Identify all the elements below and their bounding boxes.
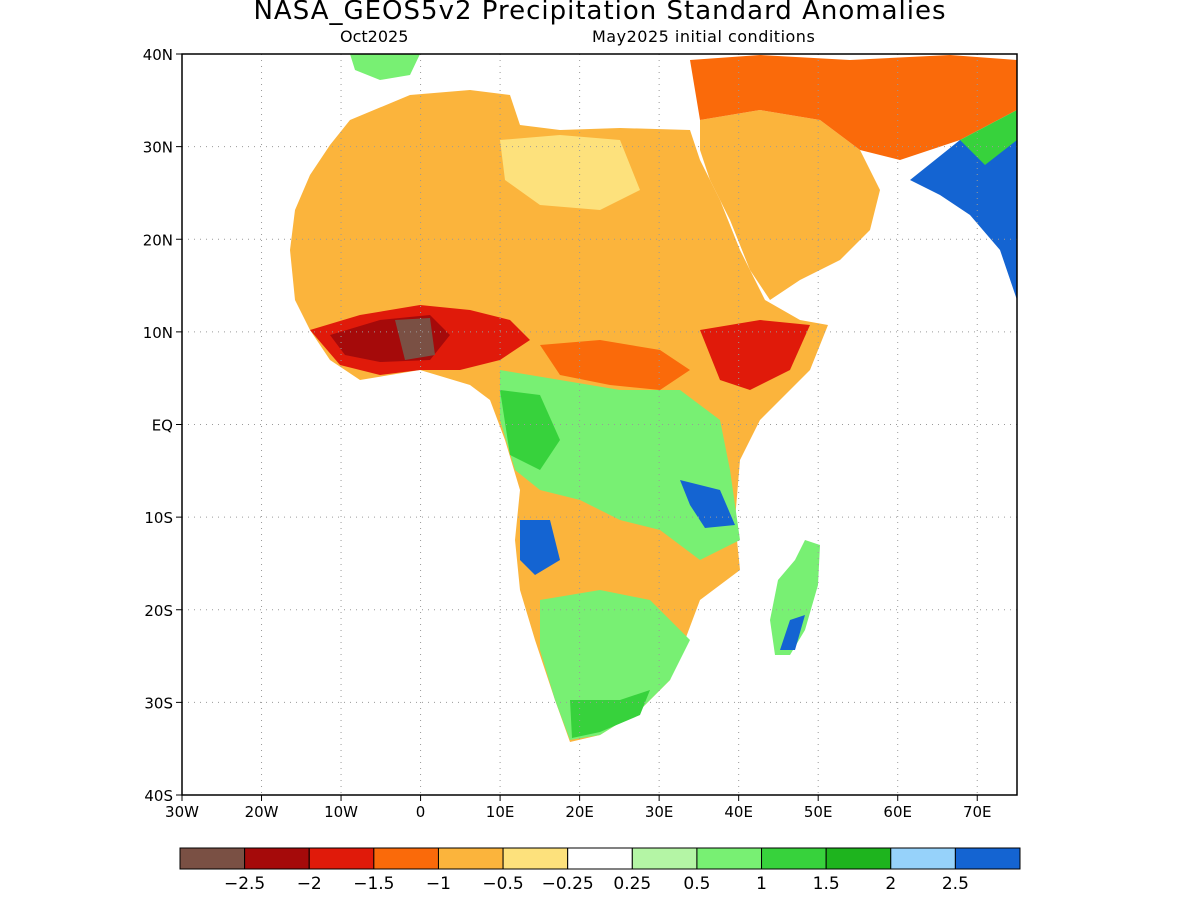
colorbar-swatch [696, 847, 763, 870]
colorbar-label: −0.5 [482, 874, 523, 894]
forecast-month: Oct2025 [340, 27, 409, 46]
y-tick-label: 10S [144, 509, 173, 527]
x-tick-label: 50E [804, 803, 833, 821]
colorbar: −2.5 −2 −1.5 −1 −0.5 −0.25 0.25 0.5 1 1.5 2 2.5 [179, 847, 1021, 894]
colorbar-swatch [373, 847, 439, 870]
colorbar-swatch [954, 847, 1021, 870]
y-tick-label: 40S [144, 787, 173, 805]
colorbar-swatch [825, 847, 892, 870]
mideast-land [690, 55, 1017, 160]
x-tick-label: 10E [486, 803, 515, 821]
central-red [540, 340, 690, 390]
x-tick-label: 60E [883, 803, 912, 821]
x-tick-label: 70E [963, 803, 992, 821]
colorbar-label: −0.25 [542, 874, 594, 894]
x-tick-label: 30E [645, 803, 674, 821]
y-tick-label: 30S [144, 694, 173, 712]
tanzania-blue [680, 480, 735, 528]
horn-red [700, 320, 810, 390]
y-axis: 40N 30N 20N 10N EQ 10S 20S 30S 40S [143, 46, 182, 805]
y-tick-label: 10N [143, 324, 173, 342]
x-tick-label: 10W [324, 803, 358, 821]
colorbar-label: 2.5 [942, 874, 969, 894]
colorbar-swatch [567, 847, 633, 870]
x-tick-label: 0 [416, 803, 426, 821]
y-tick-label: 30N [143, 139, 173, 157]
y-tick-label: 40N [143, 46, 173, 64]
india-green [960, 110, 1017, 165]
colorbar-swatch [761, 847, 827, 870]
colorbar-label: −2.5 [224, 874, 265, 894]
colorbar-swatch [890, 847, 956, 870]
x-tick-label: 20W [245, 803, 279, 821]
colorbar-swatch [308, 847, 375, 870]
x-axis: 30W 20W 10W 0 10E 20E 30E 40E 50E 60E 70E [165, 795, 992, 821]
arabia-land [700, 110, 880, 300]
x-tick-label: 40E [724, 803, 753, 821]
x-tick-label: 30W [165, 803, 199, 821]
y-tick-label: EQ [152, 417, 173, 435]
ghana-dark [395, 318, 435, 360]
chart-title: NASA_GEOS5v2 Precipitation Standard Anom… [253, 0, 947, 26]
central-green2 [500, 390, 560, 470]
colorbar-label: 0.5 [683, 874, 710, 894]
initial-conditions: May2025 initial conditions [592, 27, 816, 46]
map-area [290, 54, 1017, 742]
colorbar-label: 1.5 [813, 874, 840, 894]
colorbar-swatch [179, 847, 246, 870]
colorbar-label: 0.25 [613, 874, 651, 894]
colorbar-label: −1.5 [353, 874, 394, 894]
x-tick-label: 20E [565, 803, 594, 821]
y-tick-label: 20S [144, 602, 173, 620]
colorbar-swatch [437, 847, 504, 870]
angola-blue [520, 520, 560, 575]
colorbar-swatch [244, 847, 310, 870]
colorbar-label: 1 [756, 874, 767, 894]
sahara-yellow [500, 135, 640, 210]
colorbar-label: −1 [426, 874, 451, 894]
central-green [500, 370, 740, 560]
colorbar-label: 2 [885, 874, 896, 894]
india-land [910, 120, 1017, 300]
madagascar-blue [780, 615, 805, 650]
colorbar-swatch [631, 847, 698, 870]
colorbar-swatch [502, 847, 569, 870]
colorbar-label: −2 [297, 874, 322, 894]
madagascar-land [770, 540, 820, 655]
europe-land [350, 54, 420, 80]
y-tick-label: 20N [143, 231, 173, 249]
